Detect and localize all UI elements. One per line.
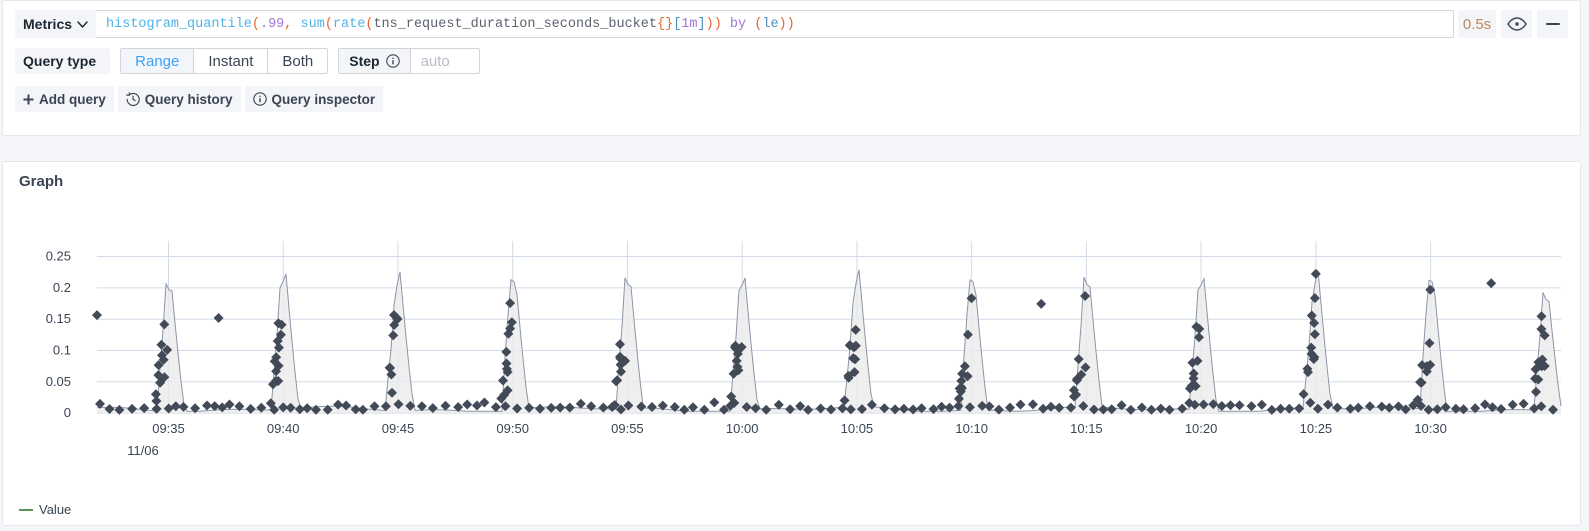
svg-text:09:50: 09:50 xyxy=(496,421,529,436)
svg-text:0.05: 0.05 xyxy=(46,374,71,389)
svg-text:09:35: 09:35 xyxy=(152,421,185,436)
svg-text:0.15: 0.15 xyxy=(46,311,71,326)
svg-text:10:15: 10:15 xyxy=(1070,421,1103,436)
svg-text:09:40: 09:40 xyxy=(267,421,300,436)
svg-text:09:55: 09:55 xyxy=(611,421,644,436)
svg-text:10:25: 10:25 xyxy=(1300,421,1333,436)
svg-text:10:00: 10:00 xyxy=(726,421,759,436)
svg-text:10:20: 10:20 xyxy=(1185,421,1218,436)
svg-text:0.25: 0.25 xyxy=(46,249,71,264)
svg-text:11/06: 11/06 xyxy=(127,443,159,458)
svg-text:10:30: 10:30 xyxy=(1414,421,1447,436)
svg-text:0.1: 0.1 xyxy=(53,343,71,358)
svg-text:10:10: 10:10 xyxy=(955,421,988,436)
svg-text:09:45: 09:45 xyxy=(382,421,415,436)
svg-text:10:05: 10:05 xyxy=(841,421,874,436)
svg-text:0: 0 xyxy=(64,405,71,420)
svg-text:0.2: 0.2 xyxy=(53,280,71,295)
